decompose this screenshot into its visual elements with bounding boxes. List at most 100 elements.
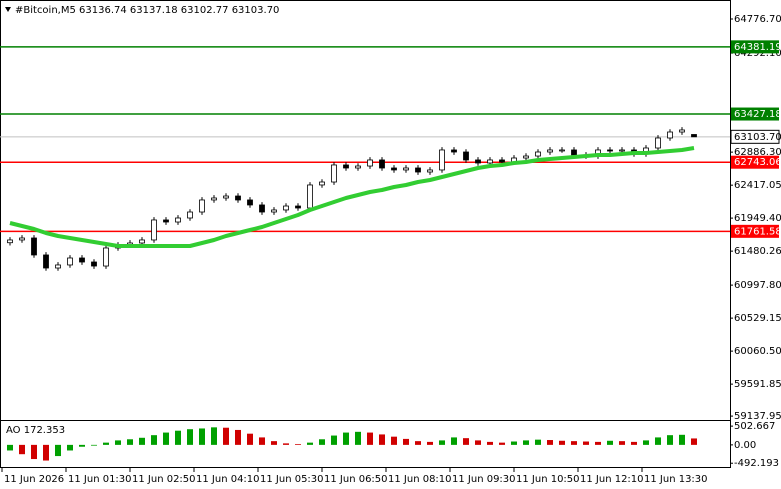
- ao-bar: [619, 441, 625, 445]
- candle-body: [7, 239, 13, 244]
- ao-bar: [463, 438, 469, 445]
- candle-body: [667, 131, 673, 139]
- x-tick-label: 11 Jun 08:10: [388, 474, 452, 485]
- candle-body: [427, 169, 433, 173]
- candle-body: [331, 164, 337, 183]
- ao-bar: [115, 440, 121, 445]
- candle-body: [235, 195, 241, 201]
- candle-body: [271, 209, 277, 213]
- candle-body: [151, 219, 157, 241]
- level-label-box: [731, 224, 779, 238]
- y-tick-label: 60060.50: [734, 346, 781, 357]
- candle-body: [103, 247, 109, 267]
- level-label-box: [731, 155, 779, 169]
- ao-bar: [655, 437, 661, 445]
- level-label: 63427.18: [734, 109, 781, 120]
- candle-body: [379, 159, 385, 169]
- candle-body: [19, 237, 25, 241]
- y-tick-label: 64292.10: [734, 48, 781, 59]
- ao-bar: [283, 443, 289, 445]
- y-tick-label: 60997.80: [734, 280, 781, 291]
- level-label-box: [731, 107, 779, 121]
- candle-body: [475, 159, 481, 164]
- candle-body: [499, 159, 505, 163]
- y-tick-label: 60529.15: [734, 313, 781, 324]
- ao-bar: [235, 429, 241, 445]
- level-label: 62743.06: [734, 157, 781, 168]
- moving-average: [9, 146, 695, 248]
- ao-bar: [583, 441, 589, 445]
- ao-bar: [295, 444, 301, 445]
- ao-bar: [691, 438, 697, 445]
- x-tick-label: 11 Jun 02:50: [132, 474, 196, 485]
- ao-bar: [523, 440, 529, 445]
- candle-body: [655, 137, 661, 149]
- candle-body: [55, 264, 61, 269]
- y-tick-label: 59137.95: [734, 411, 781, 422]
- candle-body: [607, 149, 613, 152]
- ao-bar: [451, 437, 457, 445]
- candle-body: [91, 261, 97, 267]
- ao-bar: [175, 430, 181, 445]
- candle-body: [367, 159, 373, 167]
- y-tick-label: 62417.05: [734, 180, 781, 191]
- candle-body: [547, 149, 553, 153]
- ao-tick-label: 502.667: [734, 421, 775, 432]
- candle-body: [199, 199, 205, 213]
- y-tick-label: 62886.30: [734, 147, 781, 158]
- ao-bar: [31, 444, 37, 460]
- x-tick-label: 11 Jun 06:50: [324, 474, 388, 485]
- menu-arrow: [5, 7, 11, 12]
- candle-body: [283, 205, 289, 211]
- x-tick-label: 11 Jun 2026: [4, 474, 64, 485]
- ao-bar: [679, 434, 685, 445]
- ao-bar: [547, 440, 553, 445]
- ao-bar: [499, 442, 505, 445]
- ao-label: AO 172.353: [6, 425, 65, 436]
- candle-body: [139, 239, 145, 244]
- level-label-box: [731, 40, 779, 54]
- ao-bar: [91, 444, 97, 446]
- level-label: 61761.58: [734, 226, 781, 237]
- ao-bar: [475, 440, 481, 445]
- candle-body: [679, 129, 685, 133]
- candle-body: [691, 134, 697, 138]
- ao-tick-label: -492.193: [734, 458, 779, 469]
- ao-tick-label: 0.00: [734, 440, 756, 451]
- ao-bar: [331, 435, 337, 445]
- ao-bar: [667, 435, 673, 445]
- candle-body: [535, 151, 541, 157]
- ao-bar: [415, 441, 421, 445]
- ao-bar: [595, 441, 601, 445]
- candle-body: [451, 149, 457, 153]
- ao-bar: [247, 433, 253, 445]
- ao-bar: [391, 436, 397, 445]
- y-tick-label: 64776.70: [734, 14, 781, 25]
- ao-bar: [439, 440, 445, 445]
- ao-bar: [151, 435, 157, 445]
- candle-body: [343, 164, 349, 169]
- candle-body: [79, 257, 85, 263]
- ao-bar: [79, 444, 85, 447]
- ao-bar: [319, 439, 325, 445]
- candle-body: [295, 205, 301, 209]
- candle-body: [403, 167, 409, 171]
- ao-bar: [367, 432, 373, 445]
- candle-body: [187, 211, 193, 219]
- ao-bar: [307, 442, 313, 445]
- ao-bar: [379, 434, 385, 445]
- ao-bar: [19, 444, 25, 455]
- current-price-label: 63103.70: [734, 132, 781, 143]
- ao-bar: [643, 440, 649, 445]
- candle-body: [559, 149, 565, 152]
- candle-body: [619, 149, 625, 152]
- candle-body: [31, 237, 37, 256]
- y-tick-label: 61949.40: [734, 213, 781, 224]
- x-tick-label: 11 Jun 12:10: [580, 474, 644, 485]
- ao-bar: [571, 441, 577, 445]
- candle-body: [463, 151, 469, 161]
- ao-bar: [55, 444, 61, 457]
- ao-bar: [67, 444, 73, 451]
- ao-bar: [259, 437, 265, 445]
